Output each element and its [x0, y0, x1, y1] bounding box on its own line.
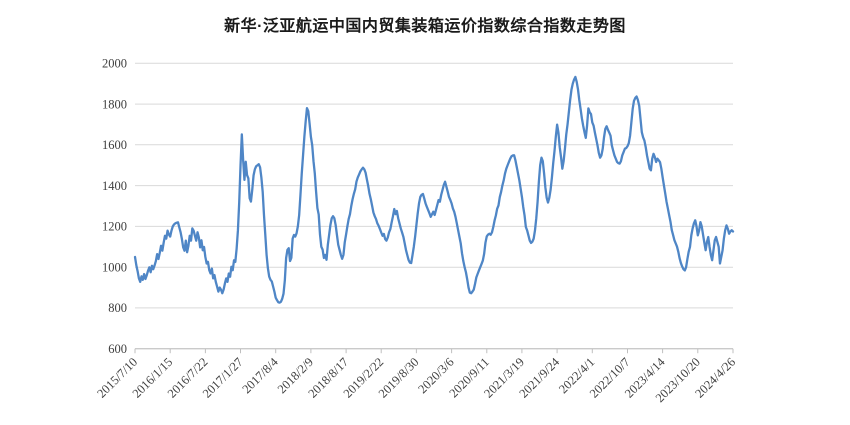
chart-title: 新华·泛亚航运中国内贸集装箱运价指数综合指数走势图: [224, 18, 626, 35]
x-axis-ticks: [134, 348, 734, 354]
grid-lines: [135, 62, 733, 350]
x-axis-labels: 2015/7/102016/1/152016/7/222017/1/272017…: [94, 354, 738, 405]
y-axis-label: 1000: [102, 260, 127, 274]
y-axis-labels: 600 800 1000 1200 1400 1600 1800 2000: [102, 57, 127, 356]
y-axis-label: 1600: [102, 138, 127, 152]
y-axis-label: 2000: [102, 57, 127, 71]
x-axis-label: 2017/8/4: [239, 354, 281, 396]
y-axis-label: 1800: [102, 97, 127, 111]
y-axis-label: 1200: [102, 220, 127, 234]
y-axis-label: 600: [108, 342, 127, 356]
y-axis-label: 1400: [102, 179, 127, 193]
y-axis-label: 800: [108, 301, 127, 315]
index-series-line: [133, 75, 735, 304]
